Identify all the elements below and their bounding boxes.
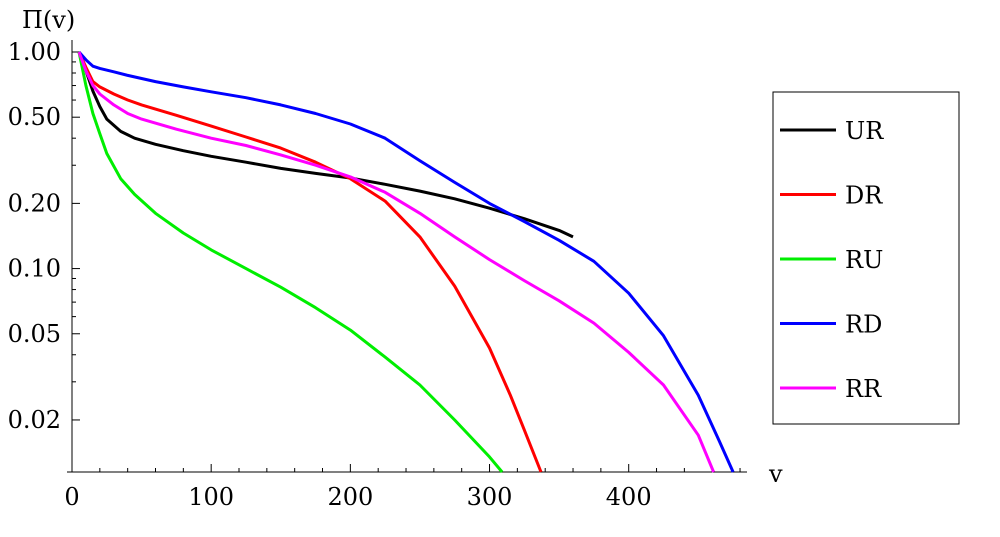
x-tick-label: 100 <box>188 483 234 511</box>
series-line-ur <box>77 51 574 239</box>
legend-label-rd: RD <box>845 311 882 339</box>
plot-area: 0 100 200 300 400 1.00 0.50 0.20 0.10 0.05 0.02 Π… <box>8 6 783 511</box>
series-lines <box>77 51 735 473</box>
series-line-rd <box>77 51 735 473</box>
x-ticks: 0 100 200 300 400 <box>64 464 652 511</box>
legend-label-ur: UR <box>845 117 884 145</box>
legend-label-ru: RU <box>845 246 883 274</box>
series-line-dr <box>77 51 543 473</box>
y-tick-label: 0.05 <box>8 320 61 348</box>
y-ticks: 1.00 0.50 0.20 0.10 0.05 0.02 <box>8 38 80 434</box>
y-tick-label: 1.00 <box>8 38 61 66</box>
x-tick-label: 0 <box>64 483 79 511</box>
y-axis-title: Π(v) <box>22 6 75 34</box>
y-tick-label: 0.20 <box>8 189 61 217</box>
x-tick-label: 300 <box>467 483 513 511</box>
y-tick-label: 0.50 <box>8 103 61 131</box>
series-line-rr <box>77 51 715 473</box>
legend-label-dr: DR <box>845 182 883 210</box>
x-axis-title: v <box>768 460 783 488</box>
legend: UR DR RU RD RR <box>772 91 960 425</box>
y-minor-ticks <box>72 61 76 383</box>
y-tick-label: 0.02 <box>8 406 61 434</box>
y-tick-label: 0.10 <box>8 255 61 283</box>
legend-label-rr: RR <box>845 375 882 403</box>
x-minor-ticks <box>99 468 741 472</box>
legend-items: UR DR RU RD RR <box>780 117 884 403</box>
x-tick-label: 400 <box>606 483 652 511</box>
x-tick-label: 200 <box>327 483 373 511</box>
series-line-ru <box>77 51 504 473</box>
